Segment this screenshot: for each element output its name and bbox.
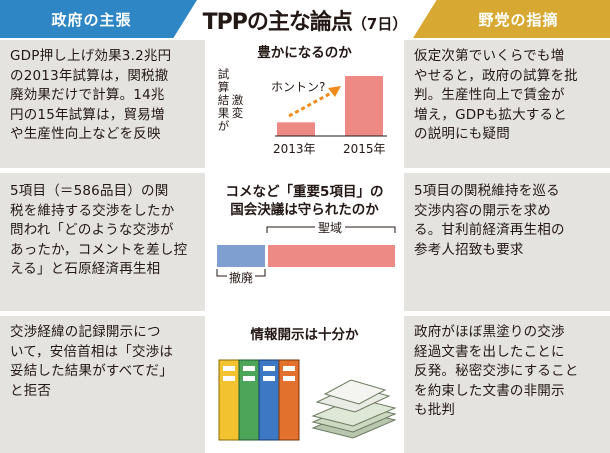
chart-vertical-label: 試算結果が 激変 [217, 68, 255, 133]
row-3-opposition-text: 政府がほぼ黒塗りの交渉 経過文書を出したことに 反発。秘密交渉にすること を約束… [414, 323, 606, 421]
trend-arrow-head [328, 86, 341, 97]
row-2-opposition-text: 5項目の関税維持を巡る 交渉内容の開示を求め る。甘利前経済再生相の 参考人招致… [414, 182, 606, 260]
text-line: 増え，GDPも拡大すると [414, 106, 567, 123]
text-line: える」と石原経済再生相 [10, 261, 161, 277]
text-line: あったか，コメントを差し控 [10, 241, 188, 258]
vertical-char: 結 [217, 93, 230, 107]
text-line: も批判 [414, 402, 456, 418]
x-label-2015: 2015年 [343, 142, 386, 156]
panel-title-line: コメなど「重要5項目」の [225, 184, 384, 200]
text-line: る。甘利前経済再生相の [414, 222, 565, 238]
vertical-char: 果 [217, 106, 230, 120]
vertical-char: 激 [231, 93, 244, 107]
bar-2013年 [277, 122, 315, 136]
text-line: GDP押し上げ効果3.2兆円 [10, 48, 172, 64]
bar-2015年 [345, 76, 383, 136]
government-claim-tag: 政府の主張 [0, 0, 197, 38]
text-line: や生産性向上などを反映 [10, 126, 161, 142]
text-line: 問われ「どのような交渉が [10, 222, 174, 238]
chart-annotation: ホントン? [271, 80, 326, 94]
text-line: の2013年試算は，関税撤 [10, 67, 169, 84]
removed-label: 撤廃 [229, 271, 254, 285]
panel-title-disclosure: 情報開示は十分か [250, 327, 359, 343]
documents-illustration [218, 359, 397, 441]
text-line: いて，安倍首相は「交渉は [10, 343, 174, 360]
vertical-col: 激変 [231, 68, 244, 133]
text-line: 妥結した結果がすべてだ」 [10, 363, 173, 379]
panel-title-resolution: コメなど「重要5項目」の 国会決議は守られたのか [205, 183, 404, 219]
text-line: 参考人招致も要求 [414, 241, 524, 258]
text-line: と拒否 [10, 382, 52, 399]
vertical-char: が [217, 119, 230, 133]
removed-bracket-left [216, 269, 227, 277]
row-3-panel: 情報開示は十分か [205, 316, 404, 453]
binder-orange [278, 359, 300, 441]
text-line: 税を維持する交渉をしたか [10, 202, 175, 219]
text-line: 交渉内容の開示を求め [414, 202, 551, 219]
removed-bracket-right [255, 269, 266, 277]
tariff-bracket-lines [216, 226, 396, 277]
title-main: TPPの主な論点 [202, 10, 353, 35]
panel-title-line: 国会決議は守られたのか [230, 202, 379, 218]
row-2-panel: コメなど「重要5項目」の 国会決議は守られたのか 聖域 撤廃 [205, 173, 404, 311]
binder-green [238, 359, 260, 441]
text-line: 経過文書を出したことに [414, 343, 565, 360]
row-1-panel: 豊かになるのか 試算結果が 激変 ホントン? 2013年 2015年 [205, 40, 404, 168]
text-line: 交渉経緯の記録開示につ [10, 324, 161, 340]
x-label-2013: 2013年 [273, 142, 316, 156]
text-line: を約束した文書の非開示 [414, 382, 565, 399]
title-date: （7日） [351, 15, 408, 33]
vertical-char: 算 [217, 80, 230, 94]
text-line: 5項目の関税維持を巡る [414, 183, 560, 199]
gdp-chart [275, 76, 387, 137]
opposition-claim-tag: 野党の指摘 [413, 0, 610, 38]
text-line: 仮定次第でいくらでも増 [414, 48, 565, 64]
row-1-opposition-text: 仮定次第でいくらでも増 やせると，政府の試算を批 判。生産性向上で賃金が 増え，… [414, 47, 606, 145]
panel-title-prosperity: 豊かになるのか [257, 45, 352, 61]
text-line: の説明にも疑問 [414, 126, 510, 142]
text-line: 判。生産性向上で賃金が [414, 87, 565, 103]
opposition-claim-label: 野党の指摘 [478, 10, 559, 29]
vertical-char: 試 [217, 67, 230, 81]
document-stack [311, 379, 397, 439]
removed-segment [217, 245, 265, 267]
text-line: 反発。秘密交渉にすること [414, 363, 579, 379]
vertical-col: 試算結果が [217, 68, 230, 133]
text-line: 廃効果だけで計算。14兆 [10, 87, 165, 103]
page-title: TPPの主な論点（7日） [200, 4, 410, 36]
text-line: 円の15年試算は，貿易増 [10, 106, 165, 123]
text-line: 5項目（＝586品目）の関 [10, 183, 169, 199]
binder-blue [258, 359, 280, 441]
binder-yellow [218, 359, 240, 441]
vertical-char: 変 [231, 106, 244, 120]
text-line: やせると，政府の試算を批 [414, 67, 578, 84]
sanctuary-segment [268, 245, 395, 267]
sanctuary-label: 聖域 [315, 219, 346, 236]
row-1-government-text: GDP押し上げ効果3.2兆円 の2013年試算は，関税撤 廃効果だけで計算。14… [10, 47, 195, 145]
row-3-government-text: 交渉経緯の記録開示につ いて，安倍首相は「交渉は 妥結した結果がすべてだ」 と拒… [10, 323, 195, 401]
row-2-government-text: 5項目（＝586品目）の関 税を維持する交渉をしたか 問われ「どのような交渉が … [10, 182, 195, 280]
text-line: 政府がほぼ黒塗りの交渉 [414, 324, 565, 340]
government-claim-label: 政府の主張 [51, 10, 132, 29]
trend-arrow-line [288, 90, 334, 118]
